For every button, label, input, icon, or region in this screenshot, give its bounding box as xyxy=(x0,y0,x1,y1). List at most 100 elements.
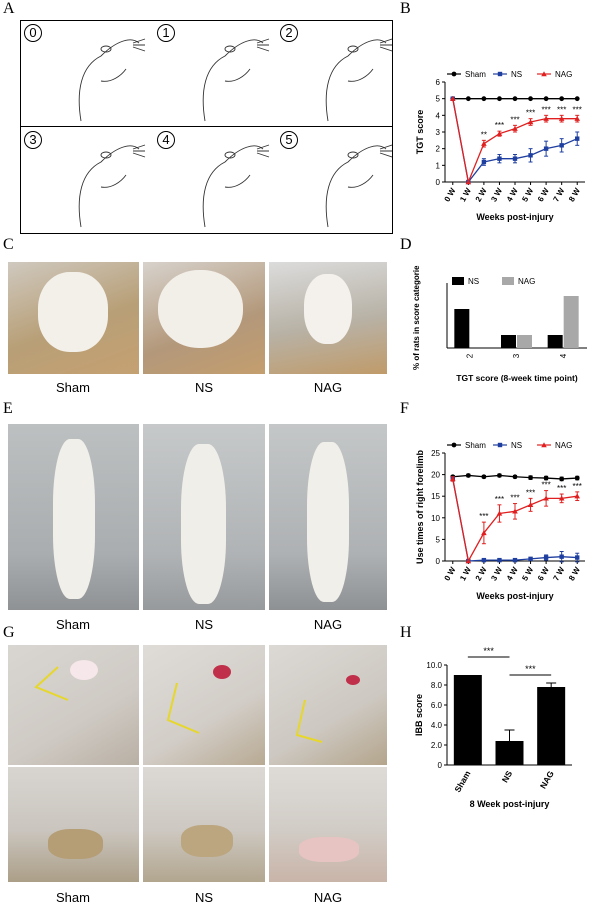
y-axis-label: % of rats in score categories xyxy=(412,265,421,370)
rat-eye-1 xyxy=(224,45,236,53)
rat-forelimb-1 xyxy=(224,68,251,82)
legend-label-sham: Sham xyxy=(465,441,486,450)
significance-label: *** xyxy=(495,121,504,130)
data-point-ns xyxy=(575,555,580,560)
significance-label: *** xyxy=(479,512,488,521)
data-point-ns xyxy=(559,554,564,559)
significance-label: *** xyxy=(525,664,536,674)
significance-label: *** xyxy=(526,488,535,497)
data-point-nag xyxy=(574,115,581,121)
data-point-nag xyxy=(465,179,472,185)
panel-label-a: A xyxy=(3,0,15,17)
x-tick-label: 1 W xyxy=(458,565,473,582)
y-tick-label: 0 xyxy=(436,557,441,566)
data-point-sham xyxy=(465,473,471,478)
data-point-sham xyxy=(574,96,580,102)
rat-outline-3 xyxy=(78,145,140,228)
significance-label: *** xyxy=(526,109,535,118)
y-tick-label: 8.0 xyxy=(431,681,443,690)
x-tick-label: 7 W xyxy=(551,186,566,203)
y-tick-label: 6.0 xyxy=(431,701,443,710)
bar-ns xyxy=(495,741,524,765)
y-axis-label: IBB score xyxy=(414,694,424,736)
y-tick-label: 2 xyxy=(436,145,441,154)
data-point-sham xyxy=(543,96,549,102)
rat-whiskers-1 xyxy=(256,38,270,52)
data-point-nag xyxy=(512,508,518,514)
y-axis-label: TGT score xyxy=(415,110,425,155)
score-2: 2 xyxy=(280,24,298,42)
y-tick-label: 5 xyxy=(436,95,441,104)
significance-label: *** xyxy=(541,105,550,114)
photo-c-ns xyxy=(143,262,265,374)
data-point-sham xyxy=(528,96,533,102)
x-tick-label: 8 W xyxy=(567,565,582,582)
bar-nag xyxy=(563,296,579,348)
data-point-ns xyxy=(512,156,518,161)
data-point-ns xyxy=(497,557,502,563)
score-4: 4 xyxy=(157,131,175,149)
significance-label: ** xyxy=(481,130,487,139)
data-point-nag xyxy=(496,130,503,136)
x-tick-label: 2 xyxy=(465,353,474,358)
data-point-sham xyxy=(512,474,518,480)
rat-forelimb-5 xyxy=(347,174,374,188)
legend-swatch-ns xyxy=(452,277,464,285)
significance-label: *** xyxy=(510,494,519,503)
panel-label-f: F xyxy=(400,400,409,417)
rat-eye-2 xyxy=(347,45,359,53)
x-tick-label: 3 W xyxy=(489,565,504,582)
data-point-nag xyxy=(543,495,549,501)
rat-eye-5 xyxy=(347,151,359,159)
legend-label-nag: NAG xyxy=(555,70,572,79)
caption-e-ns: NS xyxy=(194,617,214,632)
legend-label-ns: NS xyxy=(511,441,522,450)
score-5: 5 xyxy=(280,131,298,149)
data-point-sham xyxy=(481,96,487,102)
x-tick-label: 5 W xyxy=(520,186,535,203)
data-point-ns xyxy=(497,156,502,161)
rat-eye-3 xyxy=(100,151,112,159)
legend-label-nag: NAG xyxy=(555,441,572,450)
x-tick-label: 3 W xyxy=(489,186,504,203)
data-point-ns xyxy=(497,442,503,448)
photo-g-nag-bottom xyxy=(269,767,387,882)
data-point-nag xyxy=(541,442,547,448)
data-point-sham xyxy=(465,96,471,102)
caption-c-ns: NS xyxy=(194,380,214,395)
data-point-sham xyxy=(528,475,533,481)
x-tick-label: Sham xyxy=(452,769,472,794)
significance-label: *** xyxy=(510,115,519,124)
photo-g-nag-top xyxy=(269,645,387,765)
x-tick-label: 6 W xyxy=(536,565,551,582)
caption-e-sham: Sham xyxy=(56,617,90,632)
caption-g-nag: NAG xyxy=(313,890,343,905)
panel-label-g: G xyxy=(3,624,15,641)
panel-label-h: H xyxy=(400,624,412,641)
significance-label: *** xyxy=(557,105,566,114)
data-point-nag xyxy=(558,495,565,501)
significance-label: *** xyxy=(557,484,566,493)
rat-outline-2 xyxy=(325,39,387,122)
bar-sham xyxy=(453,675,482,765)
x-axis-label: TGT score (8-week time point) xyxy=(456,373,578,383)
data-point-nag xyxy=(449,476,456,482)
data-point-sham xyxy=(451,71,457,77)
y-tick-label: 10 xyxy=(431,514,440,523)
legend-label-ns: NS xyxy=(511,70,522,79)
photo-e-ns xyxy=(143,424,265,610)
x-tick-label: 6 W xyxy=(536,186,551,203)
data-point-sham xyxy=(497,96,502,102)
x-tick-label: 4 W xyxy=(505,565,520,582)
rat-outline-0 xyxy=(78,39,140,122)
rat-whiskers-4 xyxy=(256,144,270,158)
photo-g-ns-bottom xyxy=(143,767,265,882)
data-point-nag xyxy=(449,95,456,101)
chart-h-ibb-score: 0 2.0 4.0 6.0 8.0 10.0 IBB score Sham NS NAG 8 Wee… xyxy=(414,646,572,809)
legend-label-nag: NAG xyxy=(518,277,535,286)
data-point-nag xyxy=(543,115,549,121)
caption-g-sham: Sham xyxy=(56,890,90,905)
x-axis-label: 8 Week post-injury xyxy=(470,799,550,809)
rat-forelimb-0 xyxy=(100,68,127,82)
